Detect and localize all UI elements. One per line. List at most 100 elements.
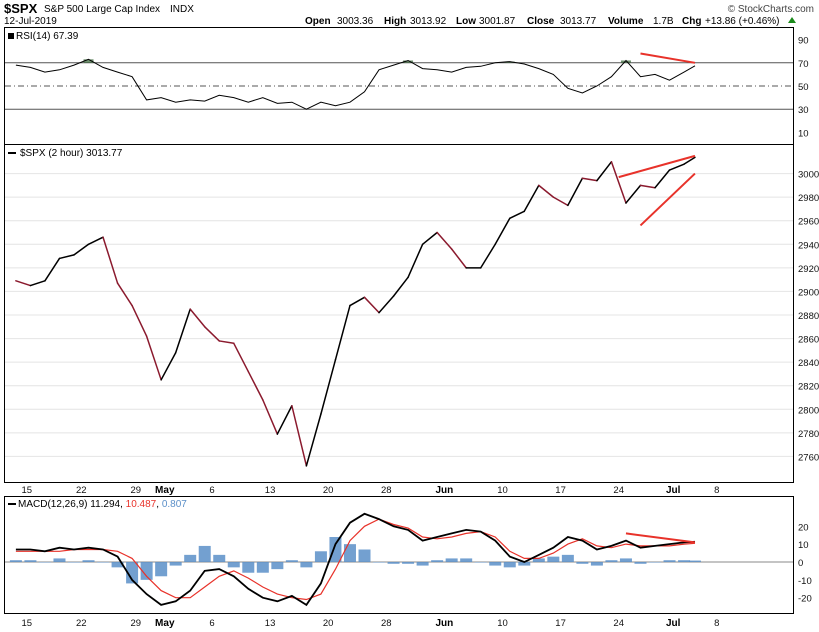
price-series-segment: [218, 340, 235, 345]
macd-histogram-bar: [184, 554, 197, 562]
macd-histogram-bar: [126, 562, 139, 584]
price-series-segment: [334, 304, 351, 361]
price-tick-label: 2780: [798, 429, 819, 440]
x-tick-label: 13: [265, 618, 276, 629]
macd-tick-label: -20: [798, 594, 812, 605]
price-legend-swatch: [8, 152, 16, 154]
volume-value: 1.7B: [653, 16, 674, 27]
price-tick-label: 2860: [798, 335, 819, 346]
macd-histogram-bar: [619, 558, 632, 562]
macd-histogram-bar: [300, 562, 313, 568]
macd-label-name: MACD(12,26,9): [18, 499, 87, 510]
macd-histogram-bar: [605, 560, 618, 562]
price-series-segment: [596, 161, 613, 182]
price-series-segment: [116, 282, 133, 307]
rsi-overbought-fill: [504, 61, 515, 63]
macd-histogram-bar: [358, 549, 371, 562]
price-series-segment: [15, 280, 32, 287]
price-series-segment: [349, 296, 366, 307]
macd-histogram-bar: [489, 562, 502, 566]
open-value: 3003.36: [337, 16, 374, 27]
price-series-segment: [87, 236, 104, 246]
rsi-legend-swatch: [8, 33, 14, 39]
x-tick-label: 29: [130, 618, 141, 629]
price-tick-label: 2800: [798, 405, 819, 416]
macd-histogram-bar: [518, 562, 531, 566]
stockcharts-watermark: © StockCharts.com: [728, 4, 814, 15]
x-tick-label: 8: [714, 485, 719, 496]
macd-histogram-bar: [227, 562, 240, 568]
price-series-segment: [29, 280, 46, 287]
rsi-tick-label: 50: [798, 82, 809, 93]
price-series-segment: [683, 156, 696, 165]
x-tick-label: 15: [21, 485, 32, 496]
macd-signal-line: [15, 518, 696, 601]
macd-label-signal: 10.487: [126, 499, 157, 510]
high-label: High: [384, 16, 406, 27]
x-tick-label: 6: [209, 618, 214, 629]
up-arrow-icon: [788, 17, 796, 23]
price-series-segment: [262, 399, 279, 435]
macd-histogram-bar: [590, 562, 603, 566]
price-lower-trendline: [639, 172, 696, 227]
x-tick-label: 24: [613, 618, 624, 629]
chg-value: +13.86 (+0.46%): [705, 16, 780, 27]
volume-label: Volume: [608, 16, 644, 27]
macd-histogram-bar: [9, 560, 22, 562]
price-series-segment: [392, 276, 409, 297]
high-value: 3013.92: [410, 16, 447, 27]
macd-histogram-bar: [634, 562, 647, 564]
x-tick-label: May: [155, 485, 175, 496]
price-series-segment: [58, 254, 75, 260]
price-series-segment: [145, 335, 162, 381]
price-series-segment: [407, 243, 424, 279]
price-series-segment: [189, 308, 206, 328]
price-series-segment: [363, 296, 380, 314]
price-series-segment: [160, 351, 177, 381]
price-series-segment: [276, 405, 293, 435]
price-series-segment: [450, 248, 467, 269]
low-label: Low: [456, 16, 476, 27]
price-tick-label: 3000: [798, 170, 819, 181]
rsi-trendline: [640, 52, 696, 64]
price-series-segment: [538, 184, 555, 198]
x-tick-label: 8: [714, 618, 719, 629]
price-series-segment: [73, 243, 90, 256]
price-series-segment: [203, 326, 220, 342]
rsi-tick-label: 90: [798, 36, 809, 47]
rsi-label: RSI(14) 67.39: [16, 31, 79, 42]
macd-trendline: [625, 532, 696, 544]
macd-histogram-bar: [416, 562, 429, 566]
x-tick-label: 28: [381, 485, 392, 496]
macd-line: [15, 512, 696, 607]
price-tick-label: 2820: [798, 382, 819, 393]
rsi-series-line: [15, 58, 696, 110]
price-series-segment: [436, 231, 453, 250]
price-upper-trendline: [618, 154, 696, 179]
price-series-segment: [523, 184, 540, 213]
chg-label: Chg: [682, 16, 701, 27]
x-tick-label: 22: [76, 485, 87, 496]
x-axis-top: 15 22 29 May 6 13 20 28 Jun 10 17 24 Jul 8: [21, 485, 719, 496]
price-series-segment: [567, 177, 584, 207]
macd-histogram-bar: [329, 537, 342, 562]
macd-histogram-bar: [242, 562, 255, 573]
macd-histogram-bar: [140, 562, 153, 580]
rsi-tick-label: 10: [798, 128, 809, 139]
index-name: S&P 500 Large Cap Index: [44, 4, 160, 15]
symbol-title: $SPX: [4, 1, 38, 16]
macd-panel: [4, 496, 794, 614]
rsi-tick-label: 30: [798, 105, 809, 116]
price-layer: 2760 2780 2800 2820 2840 2860 2880 2900 2920 2940…: [5, 154, 819, 467]
price-series-segment: [131, 304, 148, 337]
macd-histogram-bar: [314, 551, 327, 562]
macd-histogram-bar: [688, 560, 701, 562]
macd-histogram-bar: [53, 558, 66, 562]
macd-tick-label: 20: [798, 522, 809, 533]
x-axis-bottom: 15 22 29 May 6 13 20 28 Jun 10 17 24 Jul 8: [21, 618, 719, 629]
rsi-overbought-fill: [620, 60, 631, 63]
close-value: 3013.77: [560, 16, 597, 27]
macd-histogram-bar: [213, 554, 226, 562]
macd-histogram-bar: [67, 562, 80, 563]
